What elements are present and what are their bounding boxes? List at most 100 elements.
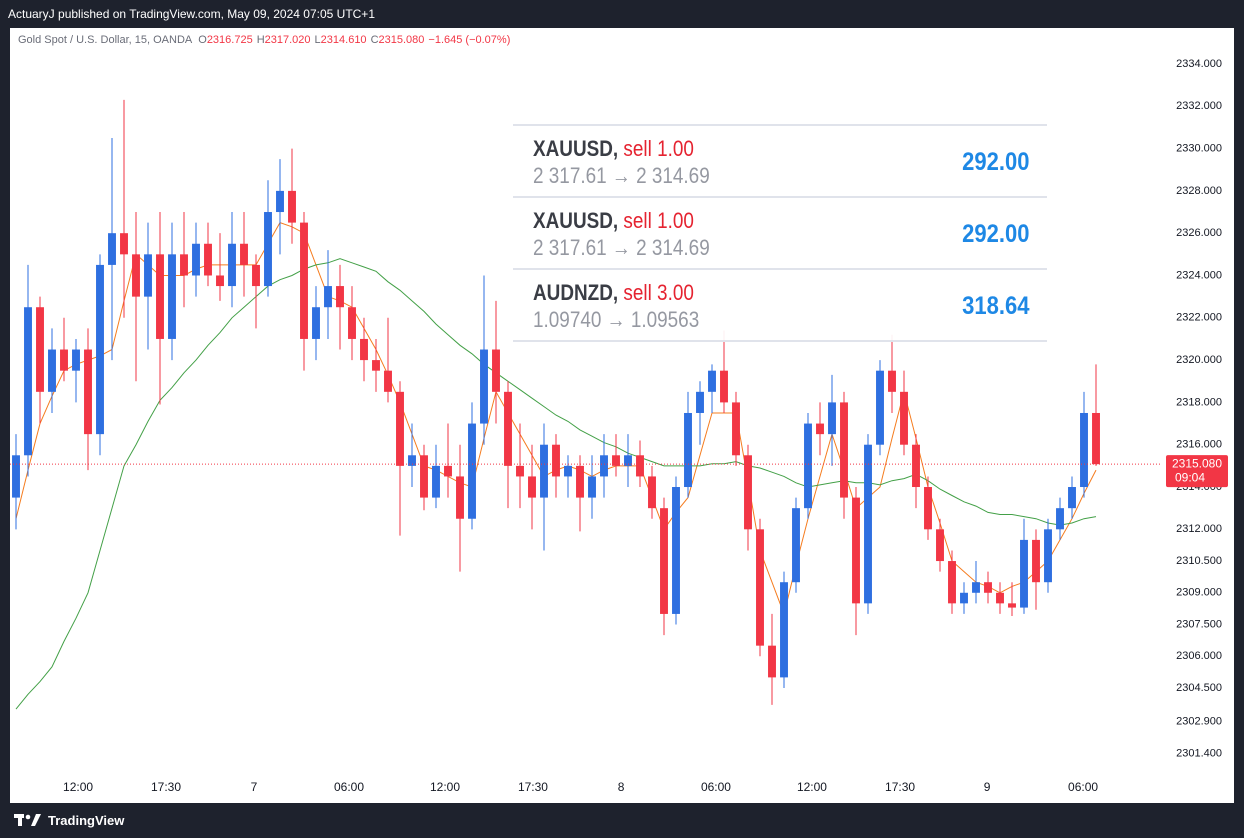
candle-body	[912, 444, 920, 488]
y-tick-label: 2307.500	[1176, 618, 1222, 630]
candle-body	[396, 391, 404, 466]
plot-area	[10, 99, 1162, 710]
candle-body	[672, 487, 680, 614]
candle-body	[720, 370, 728, 403]
y-tick-label: 2332.000	[1176, 100, 1222, 112]
candle-body	[564, 465, 572, 477]
candle-body	[264, 212, 272, 287]
y-tick-label: 2304.500	[1176, 682, 1222, 694]
price-change: −1.645 (−0.07%)	[428, 34, 511, 46]
ohlc-value: 2317.020	[264, 34, 311, 46]
candle-body	[336, 286, 344, 308]
symbol-name: Gold Spot / U.S. Dollar, 15, OANDA	[18, 34, 193, 46]
candle-body	[684, 412, 692, 488]
candle-body	[864, 444, 872, 604]
candle-body	[132, 254, 140, 297]
candle-body	[72, 349, 80, 371]
candle-body	[1056, 508, 1064, 530]
trade-row: AUDNZD, sell 3.00 1.09740 → 1.09563 318.64	[513, 268, 1047, 342]
ohlc-key: H	[256, 34, 265, 46]
candle-body	[600, 455, 608, 477]
candle-body	[816, 423, 824, 435]
candle-body	[828, 402, 836, 435]
y-tick-label: 2312.000	[1176, 523, 1222, 535]
candle-body	[312, 307, 320, 339]
candle-body	[300, 222, 308, 339]
candle-body	[204, 243, 212, 276]
candle-body	[324, 286, 332, 308]
candle-body	[276, 190, 284, 213]
candle-body	[492, 349, 500, 392]
candle-body	[900, 391, 908, 445]
y-tick-label: 2322.000	[1176, 312, 1222, 324]
candle-body	[288, 190, 296, 223]
ohlc-key: O	[198, 34, 207, 46]
candle-body	[960, 592, 968, 604]
last-price-label: 2315.080	[1172, 456, 1222, 470]
candle-body	[744, 455, 752, 530]
trade-prices: 1.09740 → 1.09563	[533, 307, 700, 332]
candle-body	[984, 582, 992, 593]
candle-body	[612, 455, 620, 466]
candle-body	[192, 243, 200, 276]
candle-body	[1032, 539, 1040, 583]
candle-body	[456, 476, 464, 519]
trade-symbol: AUDNZD,	[533, 280, 619, 305]
candle-body	[732, 402, 740, 456]
trade-symbol: XAUUSD,	[533, 136, 619, 161]
trade-profit: 292.00	[961, 220, 1029, 248]
candle-body	[1020, 539, 1028, 608]
ohlc-key: C	[370, 34, 379, 46]
candle-body	[60, 349, 68, 371]
candle-body	[876, 370, 884, 445]
logo	[14, 814, 41, 826]
candle-body	[180, 254, 188, 276]
candle-body	[120, 233, 128, 255]
y-tick-label: 2310.500	[1176, 555, 1222, 567]
x-tick-label: 17:30	[151, 780, 181, 794]
x-tick-label: 17:30	[518, 780, 548, 794]
candle-body	[1008, 603, 1016, 608]
candle-body	[552, 444, 560, 477]
y-tick-label: 2326.000	[1176, 227, 1222, 239]
x-tick-label: 12:00	[430, 780, 460, 794]
candle-body	[156, 254, 164, 339]
trade-row: XAUUSD, sell 1.00 2 317.61 → 2 314.69 292.…	[513, 124, 1047, 196]
y-tick-label: 2301.400	[1176, 747, 1222, 759]
trade-prices: 2 317.61 → 2 314.69	[533, 235, 710, 260]
candle-body	[408, 455, 416, 466]
candle-body	[708, 370, 716, 392]
candle-body	[12, 455, 20, 498]
candle-body	[1044, 529, 1052, 583]
x-tick-label: 17:30	[885, 780, 915, 794]
candle-body	[972, 582, 980, 593]
y-tick-label: 2324.000	[1176, 269, 1222, 281]
candle-body	[240, 243, 248, 265]
candle-body	[372, 360, 380, 371]
x-tick-label: 9	[984, 780, 991, 794]
symbol-legend: Gold Spot / U.S. Dollar, 15, OANDA O2316.…	[18, 34, 514, 46]
candle-body	[84, 349, 92, 435]
candle-body	[840, 402, 848, 498]
x-tick-label: 06:00	[1068, 780, 1098, 794]
candle-body	[384, 370, 392, 392]
candle-body	[516, 465, 524, 477]
trade-action: sell 1.00	[623, 208, 694, 233]
y-tick-label: 2302.900	[1176, 716, 1222, 728]
trade-title: XAUUSD, sell 1.00	[533, 208, 694, 234]
trade-profit: 318.64	[961, 292, 1029, 320]
ohlc-key: L	[314, 34, 321, 46]
publish-header: ActuaryJ published on TradingView.com, M…	[8, 7, 375, 21]
candle-body	[468, 423, 476, 519]
ohlc-value: 2316.725	[206, 34, 253, 46]
x-tick-label: 06:00	[701, 780, 731, 794]
x-tick-label: 12:00	[797, 780, 827, 794]
candle-body	[648, 476, 656, 509]
candle-body	[432, 465, 440, 498]
candle-body	[420, 455, 428, 498]
candle-body	[924, 487, 932, 530]
x-tick-label: 8	[618, 780, 625, 794]
trade-action: sell 1.00	[623, 136, 694, 161]
candle-body	[168, 254, 176, 339]
candle-body	[936, 529, 944, 562]
